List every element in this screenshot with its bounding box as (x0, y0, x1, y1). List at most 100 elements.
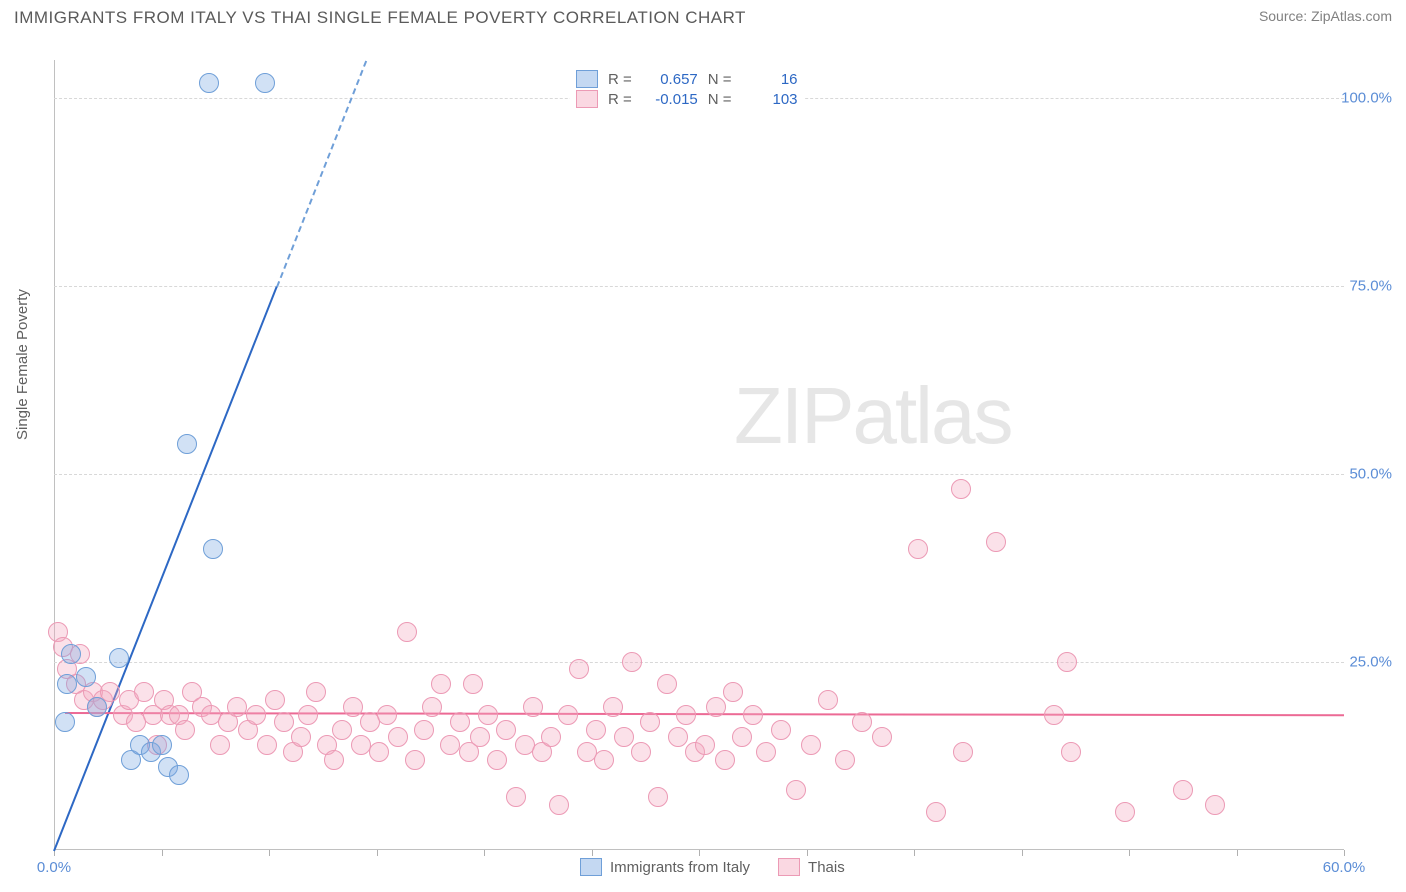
data-point (771, 720, 791, 740)
data-point (291, 727, 311, 747)
data-point (549, 795, 569, 815)
data-point (715, 750, 735, 770)
legend-label-blue: Immigrants from Italy (610, 859, 750, 876)
swatch-pink (576, 90, 598, 108)
data-point (695, 735, 715, 755)
xtick (1022, 850, 1023, 856)
data-point (369, 742, 389, 762)
data-point (586, 720, 606, 740)
data-point (450, 712, 470, 732)
data-point (668, 727, 688, 747)
data-point (431, 674, 451, 694)
n-label: N = (708, 71, 732, 88)
data-point (306, 682, 326, 702)
data-point (496, 720, 516, 740)
data-point (1115, 802, 1135, 822)
r-value-pink: -0.015 (642, 91, 698, 108)
xtick (162, 850, 163, 856)
xtick (1129, 850, 1130, 856)
data-point (852, 712, 872, 732)
data-point (640, 712, 660, 732)
data-point (1044, 705, 1064, 725)
n-value-pink: 103 (742, 91, 798, 108)
data-point (951, 479, 971, 499)
data-point (1061, 742, 1081, 762)
data-point (1057, 652, 1077, 672)
ytick-label: 25.0% (1349, 653, 1392, 670)
n-value-blue: 16 (742, 71, 798, 88)
legend-row-blue: R = 0.657 N = 16 (576, 70, 798, 88)
ytick-label: 50.0% (1349, 465, 1392, 482)
ytick-label: 75.0% (1349, 277, 1392, 294)
xtick (1237, 850, 1238, 856)
data-point (478, 705, 498, 725)
data-point (55, 712, 75, 732)
n-label: N = (708, 91, 732, 108)
data-point (199, 73, 219, 93)
chart-header: IMMIGRANTS FROM ITALY VS THAI SINGLE FEM… (0, 0, 1406, 32)
data-point (246, 705, 266, 725)
data-point (397, 622, 417, 642)
xtick (592, 850, 593, 856)
data-point (541, 727, 561, 747)
data-point (622, 652, 642, 672)
data-point (953, 742, 973, 762)
data-point (377, 705, 397, 725)
data-point (1205, 795, 1225, 815)
data-point (61, 644, 81, 664)
data-point (210, 735, 230, 755)
r-label: R = (608, 91, 632, 108)
data-point (801, 735, 821, 755)
y-axis-line (54, 60, 55, 850)
data-point (177, 434, 197, 454)
r-value-blue: 0.657 (642, 71, 698, 88)
legend-item-pink: Thais (778, 858, 845, 876)
legend-label-pink: Thais (808, 859, 845, 876)
swatch-blue (576, 70, 598, 88)
data-point (257, 735, 277, 755)
xtick (914, 850, 915, 856)
data-point (487, 750, 507, 770)
data-point (422, 697, 442, 717)
data-point (657, 674, 677, 694)
data-point (506, 787, 526, 807)
gridline-h (54, 662, 1344, 663)
data-point (706, 697, 726, 717)
data-point (388, 727, 408, 747)
data-point (986, 532, 1006, 552)
data-point (786, 780, 806, 800)
data-point (324, 750, 344, 770)
data-point (343, 697, 363, 717)
ytick-label: 100.0% (1341, 89, 1392, 106)
y-axis-label: Single Female Poverty (14, 289, 31, 440)
data-point (255, 73, 275, 93)
data-point (332, 720, 352, 740)
data-point (676, 705, 696, 725)
data-point (818, 690, 838, 710)
trend-line (276, 61, 367, 287)
chart-title: IMMIGRANTS FROM ITALY VS THAI SINGLE FEM… (14, 8, 746, 28)
data-point (558, 705, 578, 725)
data-point (926, 802, 946, 822)
data-point (756, 742, 776, 762)
xtick-label: 0.0% (37, 859, 71, 876)
data-point (298, 705, 318, 725)
data-point (175, 720, 195, 740)
legend-item-blue: Immigrants from Italy (580, 858, 750, 876)
data-point (169, 765, 189, 785)
source-attribution: Source: ZipAtlas.com (1259, 8, 1392, 24)
data-point (835, 750, 855, 770)
data-point (603, 697, 623, 717)
correlation-legend: R = 0.657 N = 16 R = -0.015 N = 103 (570, 68, 804, 110)
chart-container: ZIPatlas 25.0%50.0%75.0%100.0%0.0%60.0% (54, 60, 1394, 850)
data-point (265, 690, 285, 710)
gridline-h (54, 286, 1344, 287)
gridline-h (54, 474, 1344, 475)
data-point (594, 750, 614, 770)
data-point (203, 539, 223, 559)
series-legend: Immigrants from Italy Thais (580, 858, 845, 876)
swatch-blue (580, 858, 602, 876)
data-point (569, 659, 589, 679)
xtick (1344, 850, 1345, 856)
watermark: ZIPatlas (734, 370, 1011, 462)
